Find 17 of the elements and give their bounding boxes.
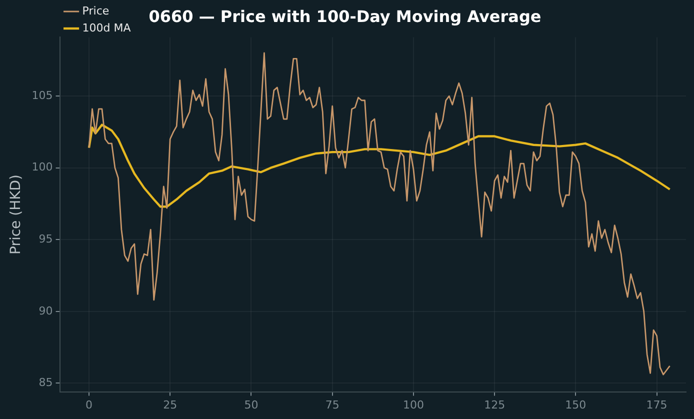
x-tick-label: 25 bbox=[163, 398, 178, 412]
x-tick-label: 150 bbox=[565, 398, 586, 412]
y-axis-title: Price (HKD) bbox=[8, 174, 24, 255]
y-tick-label: 105 bbox=[32, 88, 53, 102]
chart-title: 0660 — Price with 100-Day Moving Average bbox=[148, 6, 542, 26]
legend-label: Price bbox=[82, 4, 110, 18]
y-tick-label: 95 bbox=[38, 232, 53, 246]
x-tick-label: 125 bbox=[484, 398, 506, 412]
x-tick-label: 75 bbox=[325, 398, 340, 412]
legend-label: 100d MA bbox=[82, 21, 132, 34]
y-tick-label: 85 bbox=[38, 376, 53, 390]
y-tick-label: 90 bbox=[38, 304, 53, 318]
x-tick-label: 0 bbox=[85, 398, 92, 412]
x-tick-label: 50 bbox=[244, 398, 258, 412]
x-tick-label: 175 bbox=[646, 398, 668, 412]
x-tick-label: 100 bbox=[402, 398, 424, 412]
y-tick-label: 100 bbox=[32, 160, 53, 174]
